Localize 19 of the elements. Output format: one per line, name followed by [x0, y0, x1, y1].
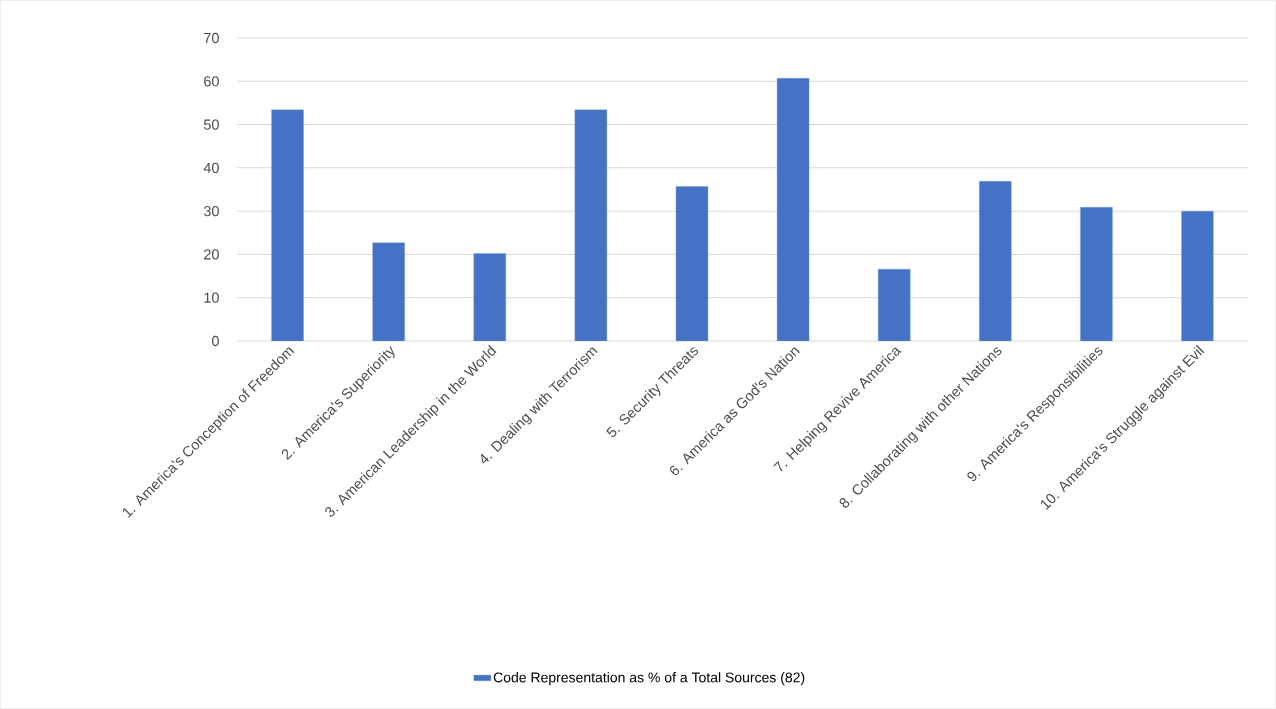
bar	[473, 253, 506, 341]
legend-label: Code Representation as % of a Total Sources (82)	[493, 672, 805, 686]
bar	[271, 109, 304, 341]
bar	[1080, 207, 1113, 341]
bar	[979, 181, 1012, 341]
y-tick-label: 30	[203, 206, 219, 217]
bar	[675, 186, 709, 341]
bar	[877, 268, 911, 341]
bar	[776, 78, 810, 341]
bar	[574, 109, 608, 341]
y-tick-label: 0	[211, 335, 219, 347]
y-tick-label: 60	[204, 76, 219, 87]
y-tick-label: 20	[204, 249, 219, 260]
y-tick-label: 50	[203, 119, 219, 130]
y-tick-label: 10	[204, 292, 219, 303]
y-tick-label: 70	[204, 32, 219, 44]
bar	[372, 242, 405, 341]
y-tick-label: 40	[203, 162, 219, 173]
bar	[1181, 210, 1214, 341]
